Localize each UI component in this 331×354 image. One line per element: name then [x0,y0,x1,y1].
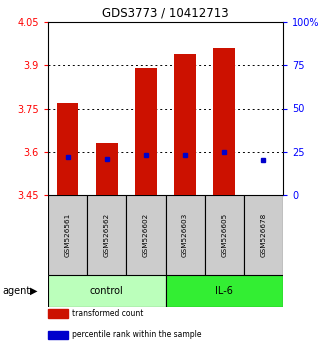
Text: GSM526603: GSM526603 [182,213,188,257]
Bar [87,195,126,275]
Bar [126,195,166,275]
Text: GSM526562: GSM526562 [104,213,110,257]
Text: agent: agent [2,286,30,296]
Text: transformed count: transformed count [72,309,144,318]
Title: GDS3773 / 10412713: GDS3773 / 10412713 [102,6,229,19]
Bar [48,331,68,339]
Text: GSM526678: GSM526678 [260,213,266,257]
Text: GSM526561: GSM526561 [65,213,71,257]
Bar [48,309,68,318]
Bar [166,275,283,307]
Bar [96,143,118,195]
Bar [57,103,78,195]
Text: GSM526605: GSM526605 [221,213,227,257]
Bar [48,195,87,275]
Bar [213,48,235,195]
Text: GSM526602: GSM526602 [143,213,149,257]
Bar [244,195,283,275]
Bar [166,195,205,275]
Text: percentile rank within the sample: percentile rank within the sample [72,330,202,339]
Bar [205,195,244,275]
Bar [135,68,157,195]
Text: control: control [90,286,123,296]
Text: ▶: ▶ [30,286,37,296]
Text: IL-6: IL-6 [215,286,233,296]
Bar [48,275,166,307]
Bar [174,54,196,195]
